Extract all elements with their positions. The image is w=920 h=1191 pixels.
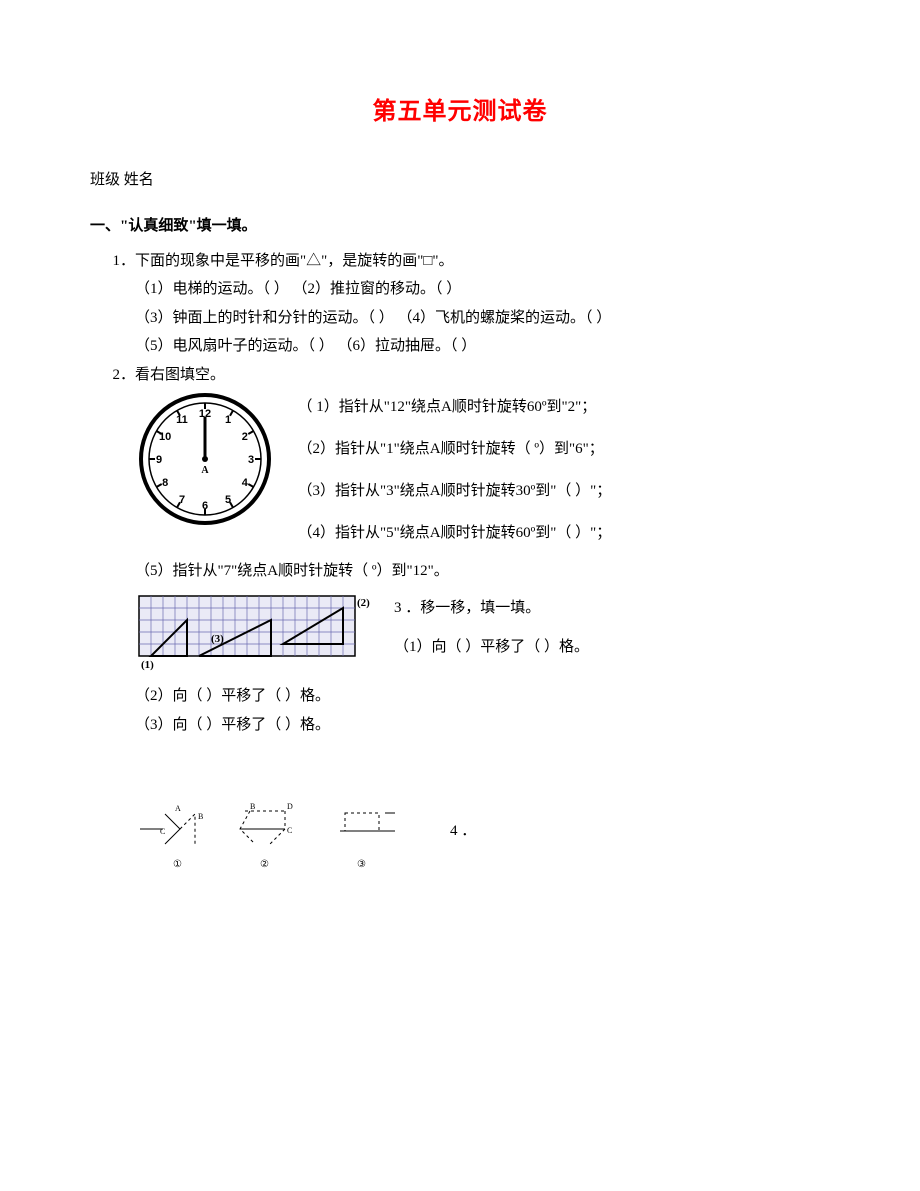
svg-text:11: 11 (176, 414, 188, 426)
q3-item1: （1）向（ ）平移了（ ）格。 (394, 631, 589, 664)
svg-text:6: 6 (202, 500, 208, 512)
q3-block: (1) (2) (3) 3 ．移一移，填一填。 （1）向（ ）平移了（ ）格。 (90, 592, 830, 683)
svg-text:8: 8 (162, 477, 168, 489)
q2-item3: （3）指针从"3"绕点A顺时针旋转30º到"（ ）"； (298, 473, 831, 509)
svg-text:C: C (287, 826, 292, 835)
section-1-heading: 一、"认真细致"填一填。 (90, 212, 830, 241)
q2-stem: 2．看右图填空。 (113, 361, 831, 390)
q3-stem: 3 ．移一移，填一填。 (394, 592, 589, 625)
svg-text:4: 4 (242, 477, 249, 489)
q3-item2: （2）向（ ）平移了（ ）格。 (135, 682, 830, 711)
svg-text:(1): (1) (141, 659, 154, 671)
class-name-line: 班级 姓名 (90, 166, 830, 195)
q4-block: A B C ① B D C ② ③ 4 ． (90, 799, 830, 888)
q4-figure: A B C ① B D C ② ③ (135, 799, 435, 888)
q2-block: 121234567891011A （ 1）指针从"12"绕点A顺时针旋转60º到… (90, 389, 830, 557)
svg-text:1: 1 (225, 414, 231, 426)
svg-text:5: 5 (225, 494, 231, 506)
svg-text:A: A (175, 804, 181, 813)
svg-text:(2): (2) (357, 597, 370, 609)
q2-item2: （2）指针从"1"绕点A顺时针旋转（ º）到"6"； (298, 431, 831, 467)
svg-text:A: A (201, 465, 209, 476)
svg-text:9: 9 (156, 454, 162, 466)
clock-figure: 121234567891011A (135, 389, 275, 540)
q3-item3: （3）向（ ）平移了（ ）格。 (135, 711, 830, 740)
q4-stem: 4 ． (450, 817, 476, 846)
q2-item1: （ 1）指针从"12"绕点A顺时针旋转60º到"2"； (298, 389, 831, 425)
q1-stem: 1．下面的现象中是平移的画"△"，是旋转的画"□"。 (113, 247, 831, 276)
svg-text:B: B (198, 812, 203, 821)
svg-text:③: ③ (357, 859, 366, 870)
svg-text:(3): (3) (211, 633, 224, 645)
svg-text:B: B (250, 802, 255, 811)
svg-text:3: 3 (248, 454, 254, 466)
q2-item5: （5）指针从"7"绕点A顺时针旋转（ º）到"12"。 (135, 557, 830, 586)
svg-text:C: C (160, 827, 165, 836)
q1-line3: （5）电风扇叶子的运动。（ ） （6）拉动抽屉。（ ） (135, 332, 830, 361)
svg-text:7: 7 (179, 494, 185, 506)
svg-text:①: ① (173, 859, 182, 870)
q1-line1: （1）电梯的运动。（ ） （2）推拉窗的移动。（ ） (135, 275, 830, 304)
q2-item4: （4）指针从"5"绕点A顺时针旋转60º到"（ ）"； (298, 515, 831, 551)
svg-text:2: 2 (242, 431, 248, 443)
page-title: 第五单元测试卷 (90, 90, 830, 136)
grid-figure: (1) (2) (3) (135, 592, 379, 683)
svg-text:②: ② (260, 859, 269, 870)
svg-text:D: D (287, 802, 293, 811)
q1-line2: （3）钟面上的时针和分针的运动。（ ） （4）飞机的螺旋桨的运动。（ ） (135, 304, 830, 333)
svg-text:10: 10 (159, 431, 171, 443)
